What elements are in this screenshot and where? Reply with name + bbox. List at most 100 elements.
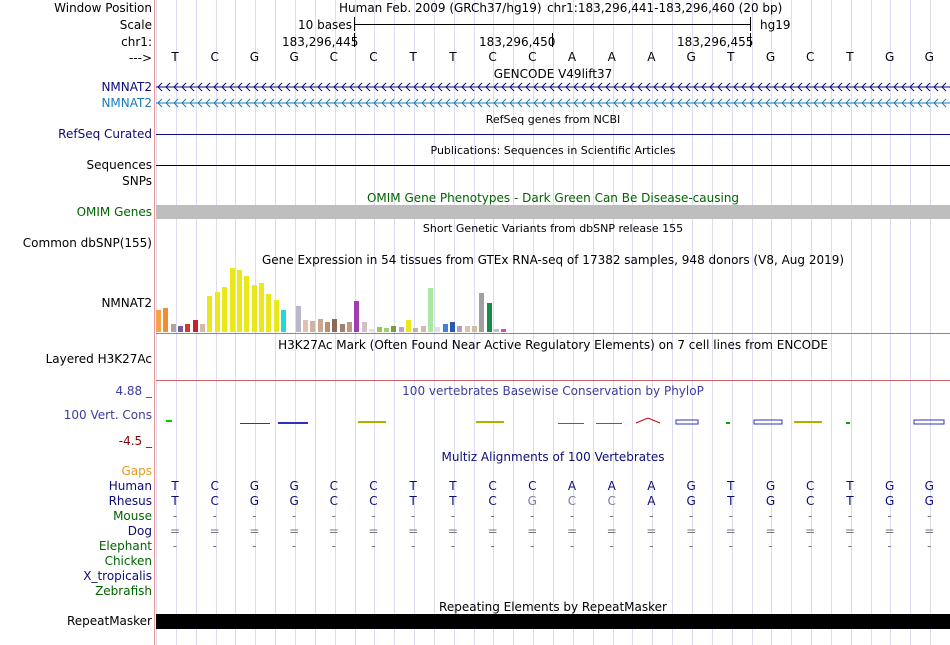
gtex-tissue-bar[interactable] [376, 327, 382, 332]
gtex-tissue-bar[interactable] [185, 324, 191, 332]
multiz-species-label[interactable]: Elephant [98, 539, 152, 553]
omim-label[interactable]: OMIM Genes [76, 205, 152, 219]
gtex-tissue-bar[interactable] [479, 293, 485, 332]
gtex-tissue-bar[interactable] [464, 326, 470, 332]
multiz-base: - [927, 539, 932, 553]
multiz-species-label[interactable]: Human [108, 479, 152, 493]
gtex-tissue-bar[interactable] [435, 327, 441, 332]
gtex-tissue-bar[interactable] [163, 308, 169, 332]
gtex-tissue-bar[interactable] [391, 326, 397, 332]
publications-title[interactable]: Publications: Sequences in Scientific Ar… [430, 144, 676, 157]
gtex-tissue-bar[interactable] [427, 288, 433, 332]
gtex-tissue-bar[interactable] [200, 324, 206, 332]
gtex-tissue-bar[interactable] [501, 329, 507, 332]
phylop-mark [240, 423, 270, 424]
scale-label: Scale [119, 18, 152, 32]
repeatmasker-bar[interactable] [156, 614, 950, 629]
gtex-tissue-bar[interactable] [170, 324, 176, 332]
phylop-conservation-plot[interactable] [156, 412, 950, 430]
coord-label: 183,296,450 [479, 35, 556, 49]
multiz-species-label[interactable]: Chicken [104, 554, 152, 568]
gtex-tissue-bar[interactable] [303, 320, 308, 332]
gtex-tissue-bar[interactable] [420, 326, 426, 332]
phylop-max-label: 4.88 _ [115, 384, 152, 398]
gtex-tissue-bar[interactable] [361, 322, 367, 332]
gencode-gene-label[interactable]: NMNAT2 [101, 96, 152, 110]
multiz-species-label[interactable]: Rhesus [108, 494, 152, 508]
gtex-tissue-bar[interactable] [222, 287, 228, 332]
multiz-gaps-label[interactable]: Gaps [121, 464, 152, 478]
multiz-species-label[interactable]: Dog [127, 524, 152, 538]
multiz-species-label[interactable]: X_tropicalis [83, 569, 152, 583]
dbsnp-label[interactable]: Common dbSNP(155) [22, 236, 152, 250]
multiz-title[interactable]: Multiz Alignments of 100 Vertebrates [441, 450, 665, 464]
multiz-species-label[interactable]: Zebrafish [95, 584, 152, 598]
phylop-mark [278, 422, 308, 424]
gtex-tissue-bar[interactable] [317, 319, 323, 332]
gtex-tissue-bar[interactable] [266, 294, 272, 332]
omim-gene-bar[interactable] [156, 205, 950, 219]
gtex-tissue-bar[interactable] [251, 285, 257, 332]
gtex-tissue-bar[interactable] [369, 329, 375, 332]
multiz-base: - [212, 539, 217, 553]
gtex-tissue-bar[interactable] [258, 283, 264, 332]
gtex-tissue-bar[interactable] [347, 322, 353, 332]
sequence-base: G [924, 50, 934, 64]
phylop-title[interactable]: 100 vertebrates Basewise Conservation by… [402, 384, 704, 398]
gtex-expression-chart[interactable] [156, 268, 536, 332]
gencode-gene-label[interactable]: NMNAT2 [101, 80, 152, 94]
gtex-tissue-bar[interactable] [339, 324, 345, 332]
sequence-base: C [488, 50, 497, 64]
multiz-base: - [291, 509, 297, 523]
gtex-tissue-bar[interactable] [244, 276, 250, 332]
gtex-tissue-bar[interactable] [310, 321, 316, 332]
gtex-tissue-bar[interactable] [354, 301, 360, 332]
gtex-tissue-bar[interactable] [442, 324, 448, 332]
snps-label[interactable]: SNPs [122, 174, 152, 188]
gtex-tissue-bar[interactable] [494, 329, 500, 332]
gtex-tissue-bar[interactable] [229, 268, 235, 332]
publications-label[interactable]: Sequences [86, 158, 152, 172]
gtex-tissue-bar[interactable] [472, 326, 478, 332]
gtex-tissue-bar[interactable] [288, 329, 294, 332]
gencode-transcript-1[interactable] [156, 80, 950, 94]
gtex-tissue-bar[interactable] [280, 310, 286, 332]
gtex-tissue-bar[interactable] [383, 328, 389, 332]
gtex-tissue-bar[interactable] [398, 327, 404, 332]
dbsnp-title[interactable]: Short Genetic Variants from dbSNP releas… [422, 222, 684, 235]
gtex-tissue-bar[interactable] [156, 310, 161, 332]
gtex-tissue-bar[interactable] [236, 270, 242, 332]
multiz-base: C [369, 494, 378, 508]
gtex-tissue-bar[interactable] [273, 300, 279, 332]
h3k27ac-label[interactable]: Layered H3K27Ac [45, 352, 152, 366]
gencode-transcript-2[interactable] [156, 96, 950, 110]
gtex-gene-label[interactable]: NMNAT2 [101, 296, 152, 310]
multiz-species-label[interactable]: Mouse [113, 509, 152, 523]
gtex-tissue-bar[interactable] [457, 326, 463, 332]
gtex-tissue-bar[interactable] [332, 319, 338, 332]
h3k27ac-title[interactable]: H3K27Ac Mark (Often Found Near Active Re… [278, 338, 828, 352]
gtex-tissue-bar[interactable] [486, 303, 492, 332]
gtex-title[interactable]: Gene Expression in 54 tissues from GTEx … [261, 253, 845, 267]
gtex-tissue-bar[interactable] [295, 306, 301, 332]
gtex-tissue-bar[interactable] [450, 322, 455, 332]
label-divider [154, 0, 155, 645]
phylop-label[interactable]: 100 Vert. Cons [63, 408, 152, 422]
gtex-tissue-bar[interactable] [413, 328, 419, 332]
repeatmasker-label[interactable]: RepeatMasker [66, 614, 152, 628]
refseq-label[interactable]: RefSeq Curated [58, 127, 152, 141]
phylop-mark [166, 420, 172, 422]
refseq-gene-line[interactable] [156, 134, 950, 135]
publications-line[interactable] [156, 165, 950, 166]
refseq-title[interactable]: RefSeq genes from NCBI [485, 113, 621, 126]
multiz-base: - [450, 539, 456, 553]
gencode-title[interactable]: GENCODE V49lift37 [493, 67, 613, 81]
gtex-tissue-bar[interactable] [178, 326, 184, 332]
gtex-tissue-bar[interactable] [207, 296, 213, 332]
gtex-tissue-bar[interactable] [192, 320, 198, 332]
omim-title[interactable]: OMIM Gene Phenotypes - Dark Green Can Be… [366, 191, 740, 205]
gtex-tissue-bar[interactable] [325, 322, 331, 332]
gtex-tissue-bar[interactable] [405, 320, 411, 332]
gtex-tissue-bar[interactable] [214, 292, 220, 332]
repeatmasker-title[interactable]: Repeating Elements by RepeatMasker [439, 600, 667, 614]
